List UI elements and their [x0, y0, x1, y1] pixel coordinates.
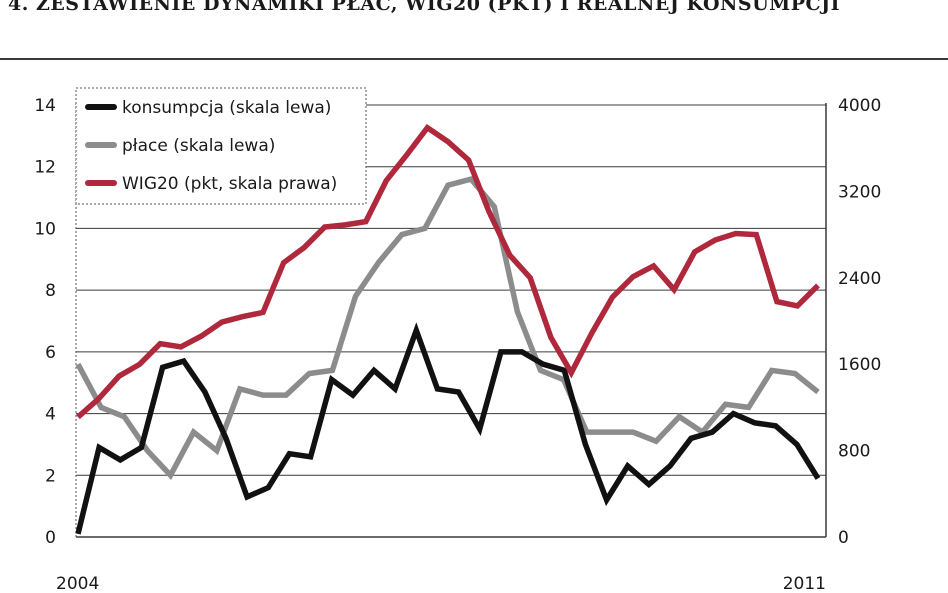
- legend-label: konsumpcja (skala lewa): [122, 98, 331, 118]
- left-tick-label: 10: [34, 219, 56, 239]
- left-tick-label: 6: [45, 343, 56, 363]
- series-line: [75, 322, 821, 535]
- legend-label: WIG20 (pkt, skala prawa): [122, 174, 337, 194]
- left-tick-label: 4: [45, 405, 56, 425]
- left-tick-label: 0: [45, 528, 56, 548]
- x-tick-label: 2004: [56, 574, 99, 593]
- series-line: [76, 123, 820, 420]
- legend-box: [75, 87, 367, 205]
- x-tick-label: 2011: [783, 574, 826, 593]
- chart-title: 4. ZESTAWIENIE DYNAMIKI PŁAC, WIG20 (PKT…: [8, 0, 840, 15]
- left-tick-label: 2: [45, 466, 56, 486]
- right-tick-label: 3200: [838, 182, 881, 202]
- legend: konsumpcja (skala lewa) płace (skala lewa…: [75, 87, 367, 205]
- right-tick-label: 0: [838, 528, 849, 548]
- right-axis-ticks: 0 800 1600 2400 3200 4000: [838, 96, 881, 548]
- legend-label: płace (skala lewa): [122, 136, 275, 156]
- title-divider: [0, 58, 948, 60]
- left-axis-ticks: 0 2 4 6 8 10 12 14: [34, 96, 56, 548]
- right-tick-label: 1600: [838, 355, 881, 375]
- x-axis-ticks: 2004 2011: [56, 574, 826, 593]
- left-tick-label: 14: [34, 96, 56, 116]
- right-tick-label: 4000: [838, 96, 881, 116]
- left-tick-label: 12: [34, 158, 56, 178]
- right-tick-label: 800: [838, 442, 870, 462]
- left-tick-label: 8: [45, 281, 56, 301]
- series-line: [75, 175, 820, 480]
- series-lines: [75, 123, 821, 535]
- right-tick-label: 2400: [838, 269, 881, 289]
